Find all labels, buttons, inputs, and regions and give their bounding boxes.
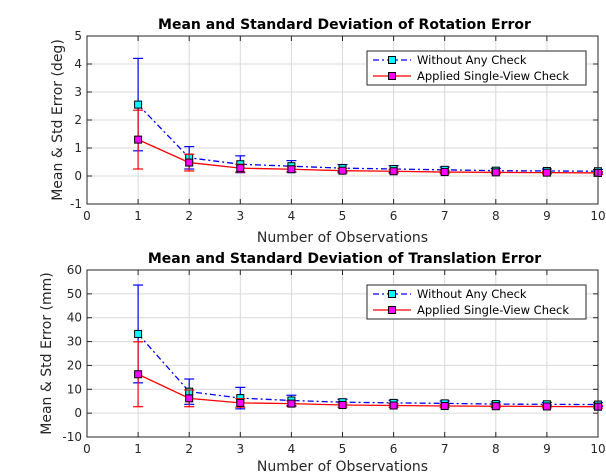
data-point <box>287 399 296 408</box>
y-tick-label: 50 <box>67 287 82 301</box>
data-point <box>338 166 347 175</box>
y-tick-label: 10 <box>67 382 82 396</box>
x-tick-label: 10 <box>590 442 605 456</box>
legend-label: Applied Single-View Check <box>417 69 569 83</box>
data-point <box>287 165 296 174</box>
data-point <box>440 168 449 177</box>
x-tick-label: 9 <box>543 442 551 456</box>
legend: Without Any Check Applied Single-View Ch… <box>366 284 587 320</box>
legend-label: Without Any Check <box>417 53 527 67</box>
x-tick-label: 6 <box>390 442 398 456</box>
y-tick-label: 40 <box>67 311 82 325</box>
x-tick-label: 2 <box>185 442 193 456</box>
data-point <box>389 167 398 176</box>
legend-entry-without-check: Without Any Check <box>373 287 527 301</box>
x-tick-label: 5 <box>339 209 347 223</box>
x-tick-label: 4 <box>288 442 296 456</box>
y-axis-label: Mean & Std Error (mm) <box>39 272 55 434</box>
legend-marker <box>388 56 396 64</box>
x-tick-label: 2 <box>185 209 193 223</box>
y-tick-label: 0 <box>74 406 82 420</box>
y-tick-label: 30 <box>67 335 82 349</box>
legend-marker <box>388 306 396 314</box>
x-tick-label: 8 <box>492 209 500 223</box>
data-point <box>491 402 500 411</box>
series-line <box>137 333 599 406</box>
y-tick-label: 2 <box>74 113 82 127</box>
chart-title: Mean and Standard Deviation of Translati… <box>148 251 541 267</box>
x-tick-label: 7 <box>441 442 449 456</box>
chart-title: Mean and Standard Deviation of Rotation … <box>158 17 531 33</box>
y-tick-label: 1 <box>74 141 82 155</box>
x-axis-label: Number of Observations <box>257 230 428 246</box>
series-line <box>137 104 599 172</box>
series-single-view-check <box>133 341 603 411</box>
legend-box <box>366 284 587 320</box>
data-point <box>185 394 194 403</box>
y-tick-label: -10 <box>62 430 82 444</box>
y-tick-label: 20 <box>67 358 82 372</box>
data-point <box>185 158 194 167</box>
data-point <box>134 100 143 109</box>
legend: Without Any Check Applied Single-View Ch… <box>366 50 587 86</box>
x-tick-label: 3 <box>236 209 244 223</box>
x-tick-label: 3 <box>236 442 244 456</box>
x-tick-label: 0 <box>83 442 91 456</box>
x-tick-label: 8 <box>492 442 500 456</box>
y-tick-label: 4 <box>74 57 82 71</box>
series <box>133 284 603 411</box>
y-tick-label: -1 <box>70 197 82 211</box>
data-point <box>236 164 245 173</box>
y-axis-label: Mean & Std Error (deg) <box>50 39 66 201</box>
data-point <box>134 329 143 338</box>
data-point <box>389 401 398 410</box>
y-tick-label: 60 <box>67 263 82 277</box>
data-point <box>542 168 551 177</box>
data-point <box>542 402 551 411</box>
data-point <box>440 401 449 410</box>
data-point <box>134 135 143 144</box>
legend-marker <box>388 290 396 298</box>
series-line <box>137 373 599 408</box>
x-tick-label: 4 <box>288 209 296 223</box>
data-point <box>236 398 245 407</box>
data-point <box>134 370 143 379</box>
y-tick-label: 5 <box>74 29 82 43</box>
x-tick-label: 6 <box>390 209 398 223</box>
x-tick-label: 10 <box>590 209 605 223</box>
x-tick-label: 0 <box>83 209 91 223</box>
x-tick-label: 1 <box>134 209 142 223</box>
legend-marker <box>388 72 396 80</box>
legend-label: Applied Single-View Check <box>417 303 569 317</box>
x-tick-label: 5 <box>339 442 347 456</box>
x-axis-label: Number of Observations <box>257 459 428 474</box>
legend-entry-single-view-check: Applied Single-View Check <box>373 303 569 317</box>
legend-entry-without-check: Without Any Check <box>373 53 527 67</box>
legend-label: Without Any Check <box>417 287 527 301</box>
y-tick-label: 3 <box>74 85 82 99</box>
legend-entry-single-view-check: Applied Single-View Check <box>373 69 569 83</box>
data-point <box>491 168 500 177</box>
x-tick-label: 7 <box>441 209 449 223</box>
y-tick-label: 0 <box>74 169 82 183</box>
data-point <box>338 401 347 410</box>
legend-box <box>366 50 587 86</box>
x-tick-label: 9 <box>543 209 551 223</box>
x-tick-label: 1 <box>134 442 142 456</box>
series-line <box>137 139 599 174</box>
